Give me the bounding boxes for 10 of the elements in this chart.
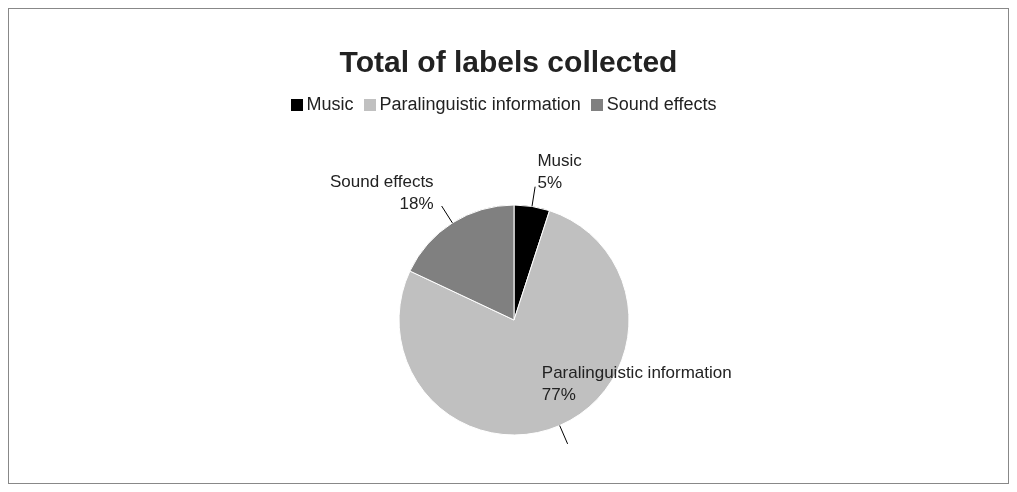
chart-title: Total of labels collected (338, 45, 679, 79)
legend-label: Sound effects (606, 94, 717, 114)
legend-label: Paralinguistic information (379, 94, 581, 114)
slice-label: Music (537, 150, 583, 170)
data-label: 18% (399, 194, 434, 214)
slice-label: Paralinguistic information (541, 363, 732, 383)
slice-label: Sound effects (329, 172, 434, 192)
data-label: 77% (541, 385, 576, 405)
legend-label: Music (306, 94, 354, 114)
data-label: 5% (537, 172, 563, 192)
